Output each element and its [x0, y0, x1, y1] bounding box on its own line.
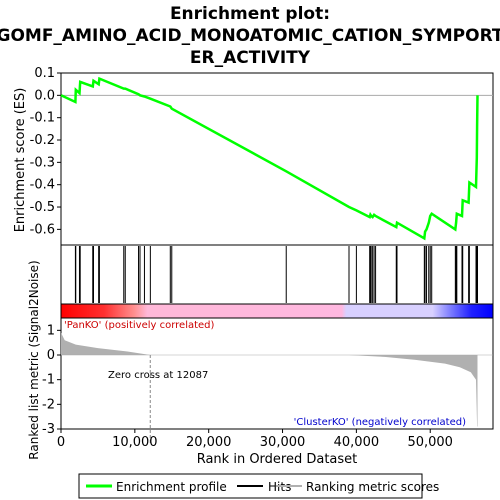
- ranking-metric-area: [61, 332, 478, 427]
- x-tick-label: 50,000: [407, 435, 453, 450]
- chart-title-line-1: Enrichment plot:: [170, 4, 330, 24]
- ranking-y-tick-label: 0: [47, 348, 55, 363]
- legend-label-enrichment-profile: Enrichment profile: [116, 480, 227, 494]
- es-y-tick-label: -0.2: [30, 133, 55, 148]
- x-axis-ticks: 0 10,000 20,000 30,000 40,000 50,000: [57, 429, 453, 450]
- es-y-tick-label: -0.1: [30, 111, 55, 126]
- ranking-colorbar: [60, 303, 494, 319]
- es-y-axis-label: Enrichment score (ES): [13, 88, 28, 233]
- es-y-tick-label: -0.6: [30, 222, 55, 237]
- ranking-y-ticks: 1 0 -1 -2 -3: [42, 323, 61, 437]
- x-axis-label: Rank in Ordered Dataset: [197, 452, 358, 467]
- x-tick-label: 20,000: [186, 435, 232, 450]
- es-y-tick-label: 0.0: [34, 88, 55, 103]
- ranking-y-axis-label: Ranked list metric (Signal2Noise): [27, 260, 41, 459]
- es-y-ticks: 0.1 0.0 -0.1 -0.2 -0.3 -0.4 -0.5 -0.6: [30, 66, 61, 237]
- ranking-panel-frame: [60, 317, 494, 430]
- x-tick-label: 0: [57, 435, 65, 450]
- ranking-y-tick-label: -1: [42, 373, 55, 388]
- x-tick-label: 40,000: [334, 435, 380, 450]
- hits-panel-frame: [60, 244, 494, 305]
- hits-markers: [74, 246, 478, 303]
- ranking-y-tick-label: -2: [42, 397, 55, 412]
- ranking-y-tick-label: -3: [42, 422, 55, 437]
- es-y-tick-label: 0.1: [34, 66, 55, 81]
- x-tick-label: 30,000: [260, 435, 306, 450]
- es-panel-frame: [60, 72, 494, 246]
- negative-correlation-label: 'ClusterKO' (negatively correlated): [294, 417, 466, 428]
- ranking-y-tick-label: 1: [47, 323, 55, 338]
- legend-label-ranking-metric: Ranking metric scores: [306, 480, 439, 494]
- zero-cross-label: Zero cross at 12087: [108, 370, 208, 381]
- es-y-tick-label: -0.3: [30, 155, 55, 170]
- legend: Enrichment profile Hits Ranking metric s…: [78, 473, 439, 499]
- chart-title-line-3: ER_ACTIVITY: [190, 48, 311, 68]
- enrichment-profile-line: [60, 76, 479, 241]
- es-y-tick-label: -0.5: [30, 200, 55, 215]
- es-y-tick-label: -0.4: [30, 178, 55, 193]
- chart-title-line-2: GOMF_AMINO_ACID_MONOATOMIC_CATION_SYMPOR…: [0, 26, 500, 46]
- x-tick-label: 10,000: [112, 435, 158, 450]
- positive-correlation-label: 'PanKO' (positively correlated): [64, 320, 215, 331]
